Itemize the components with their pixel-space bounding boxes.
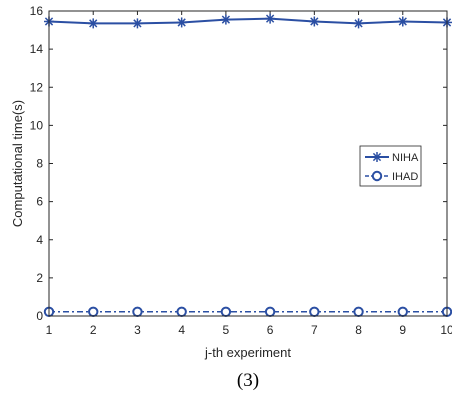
x-axis-label: j-th experiment bbox=[204, 345, 291, 360]
data-point-ihad bbox=[397, 306, 408, 318]
x-tick-label: 9 bbox=[399, 323, 406, 337]
legend-label: IHAD bbox=[392, 171, 418, 183]
legend-marker bbox=[371, 170, 383, 182]
data-point-ihad bbox=[88, 306, 99, 318]
y-tick-label: 12 bbox=[30, 80, 44, 94]
legend-items: NIHA IHAD bbox=[365, 152, 419, 183]
data-point-niha bbox=[265, 13, 276, 24]
x-tick-label: 4 bbox=[178, 323, 185, 337]
legend: NIHA IHAD bbox=[359, 145, 422, 187]
data-point-ihad bbox=[353, 306, 364, 318]
data-point-niha bbox=[309, 16, 320, 27]
data-point-niha bbox=[397, 16, 408, 27]
x-tick-label: 1 bbox=[46, 323, 53, 337]
data-point-ihad bbox=[309, 306, 320, 318]
data-point-niha bbox=[132, 18, 143, 29]
legend-item-niha: NIHA bbox=[365, 152, 419, 164]
y-tick-label: 4 bbox=[36, 233, 43, 247]
x-tick-label: 7 bbox=[311, 323, 318, 337]
figure-caption: (3) bbox=[237, 370, 259, 391]
y-tick-label: 14 bbox=[30, 42, 44, 56]
data-point-ihad bbox=[176, 306, 187, 318]
data-point-niha bbox=[88, 18, 99, 29]
series-niha bbox=[44, 13, 452, 29]
x-tick-label: 8 bbox=[355, 323, 362, 337]
y-tick-label: 10 bbox=[30, 118, 44, 132]
data-point-ihad bbox=[264, 306, 276, 318]
x-tick-label: 10 bbox=[440, 323, 452, 337]
data-point-ihad bbox=[220, 306, 232, 318]
x-tick-label: 3 bbox=[134, 323, 141, 337]
y-tick-label: 8 bbox=[36, 157, 43, 171]
data-point-ihad bbox=[132, 306, 143, 318]
data-point-niha bbox=[220, 14, 231, 25]
plot-frame bbox=[48, 10, 448, 317]
y-tick-label: 6 bbox=[36, 195, 43, 209]
y-tick-label: 0 bbox=[36, 309, 43, 323]
y-axis-label: Computational time(s) bbox=[10, 100, 25, 227]
legend-marker bbox=[372, 152, 382, 162]
x-tick-label: 2 bbox=[90, 323, 97, 337]
y-tick-label: 16 bbox=[30, 4, 44, 18]
legend-box bbox=[359, 145, 422, 187]
y-tick-label: 2 bbox=[36, 271, 43, 285]
series-line-niha bbox=[48, 17, 448, 25]
x-tick-label: 5 bbox=[223, 323, 230, 337]
data-point-niha bbox=[353, 18, 364, 29]
data-point-niha bbox=[176, 17, 187, 28]
legend-label: NIHA bbox=[392, 152, 419, 164]
x-tick-label: 6 bbox=[267, 323, 274, 337]
legend-item-ihad: IHAD bbox=[365, 170, 418, 183]
